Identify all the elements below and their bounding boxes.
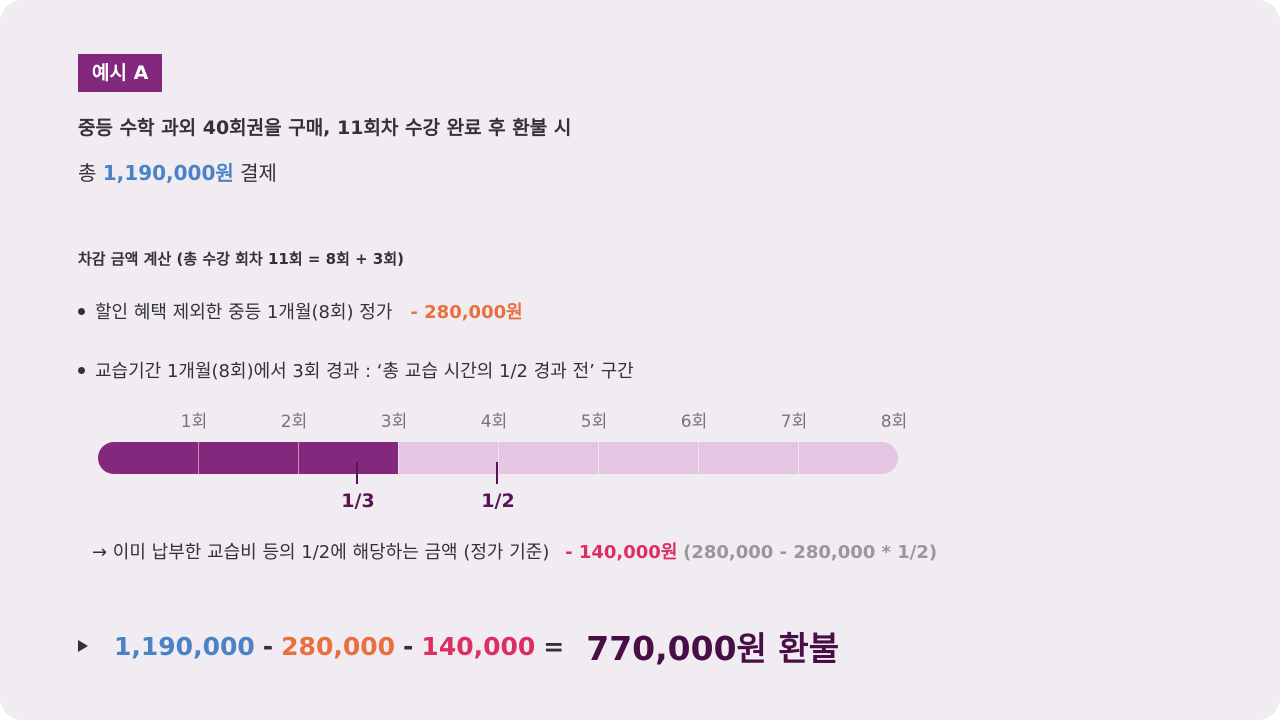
bullet-icon bbox=[78, 307, 85, 315]
equals-sign: = bbox=[543, 631, 565, 661]
example-badge: 예시 A bbox=[78, 54, 163, 92]
final-total: 1,190,000 bbox=[114, 631, 255, 661]
scenario-title: 중등 수학 과외 40회권을 구매, 11회차 수강 완료 후 환불 시 bbox=[78, 117, 572, 139]
segment-divider bbox=[798, 442, 799, 474]
segment-divider bbox=[198, 442, 199, 474]
session-tick-label: 7회 bbox=[780, 412, 808, 432]
session-tick-label: 8회 bbox=[880, 412, 908, 432]
segment-divider bbox=[398, 442, 399, 474]
bullet-icon bbox=[78, 366, 85, 374]
bullet-amount: - 280,000원 bbox=[410, 302, 523, 323]
segment-divider bbox=[498, 442, 499, 474]
total-amount: 1,190,000원 bbox=[102, 161, 234, 185]
session-tick-label: 2회 bbox=[280, 412, 308, 432]
session-tick-label: 1회 bbox=[180, 412, 208, 432]
marker-label: 1/2 bbox=[481, 490, 515, 512]
half-amount-line: → 이미 납부한 교습비 등의 1/2에 해당하는 금액 (정가 기준) - 1… bbox=[92, 538, 937, 564]
minus-sign: - bbox=[403, 631, 414, 661]
session-tick-label: 3회 bbox=[380, 412, 408, 432]
bullet-text: 교습기간 1개월(8회)에서 3회 경과 : ‘총 교습 시간의 1/2 경과 … bbox=[95, 361, 634, 382]
session-tick-label: 6회 bbox=[680, 412, 708, 432]
total-payment: 총 1,190,000원 결제 bbox=[78, 157, 277, 186]
minus-sign: - bbox=[262, 631, 274, 661]
final-deduction-1: 280,000 bbox=[281, 631, 396, 661]
session-tick-label: 5회 bbox=[580, 412, 608, 432]
segment-divider bbox=[298, 442, 299, 474]
segment-divider bbox=[698, 442, 699, 474]
bullet-text: 할인 혜택 제외한 중등 1개월(8회) 정가 bbox=[95, 302, 393, 323]
bullet-item: 할인 혜택 제외한 중등 1개월(8회) 정가 - 280,000원 bbox=[78, 298, 523, 324]
bullet-item: 교습기간 1개월(8회)에서 3회 경과 : ‘총 교습 시간의 1/2 경과 … bbox=[78, 357, 634, 383]
half-amount: - 140,000원 bbox=[565, 542, 678, 563]
half-amount-text: → 이미 납부한 교습비 등의 1/2에 해당하는 금액 (정가 기준) bbox=[92, 542, 550, 563]
total-prefix: 총 bbox=[78, 161, 97, 185]
marker-one-third bbox=[356, 462, 358, 484]
half-amount-formula: (280,000 - 280,000 * 1/2) bbox=[683, 542, 938, 563]
deduction-heading: 차감 금액 계산 (총 수강 회차 11회 = 8회 + 3회) bbox=[78, 250, 405, 268]
progress-fill bbox=[98, 442, 398, 474]
total-suffix: 결제 bbox=[240, 161, 277, 185]
segment-divider bbox=[598, 442, 599, 474]
session-tick-label: 4회 bbox=[480, 412, 508, 432]
session-progress-bar bbox=[98, 442, 898, 474]
triangle-right-icon bbox=[78, 640, 88, 652]
final-calculation: 1,190,000 - 280,000 - 140,000 = 770,000원… bbox=[78, 622, 839, 670]
marker-one-half bbox=[496, 462, 498, 484]
final-deduction-2: 140,000 bbox=[421, 631, 536, 661]
marker-label: 1/3 bbox=[341, 490, 375, 512]
refund-result: 770,000원 환불 bbox=[586, 629, 840, 668]
